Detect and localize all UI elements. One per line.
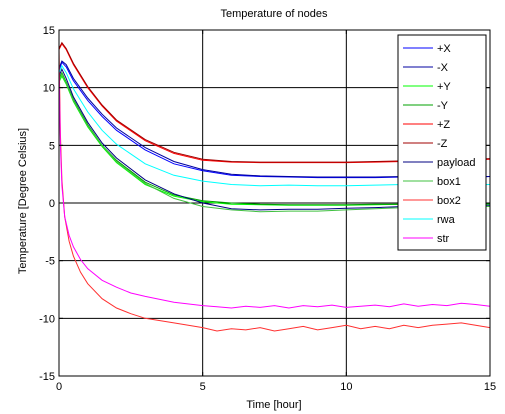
y-tick-label: 5 [49,140,55,152]
legend-label: +Z [437,119,450,131]
legend-label: +X [437,43,451,55]
x-axis-label: Time [hour] [246,399,301,411]
x-tick-label: 15 [484,381,496,393]
legend-label: -Z [437,138,448,150]
legend-label: rwa [437,214,456,226]
chart-title: Temperature of nodes [220,8,328,20]
y-tick-label: 0 [49,198,55,210]
y-tick-label: -15 [39,371,55,383]
series-line-8 [58,47,491,332]
y-tick-label: -10 [39,313,55,325]
legend-label: -Y [437,100,449,112]
legend-label: box1 [437,176,461,188]
legend-label: payload [437,157,476,169]
x-tick-label: 10 [340,381,352,393]
y-axis-label: Temperature [Degree Celsius] [17,128,29,274]
axis-ticks: 0 5 10 15 -15 -10 -5 0 5 10 15 [39,25,496,393]
y-tick-label: -5 [45,256,55,268]
x-tick-label: 0 [56,381,62,393]
y-tick-label: 10 [43,83,55,95]
legend: +X -X +Y -Y +Z -Z payload box1 box2 rwa str [397,34,487,251]
legend-label: str [437,233,450,245]
x-tick-label: 5 [200,381,206,393]
legend-label: box2 [437,195,461,207]
series-line-10 [58,64,491,309]
y-tick-label: 15 [43,25,55,37]
legend-label: -X [437,62,449,74]
legend-label: +Y [437,81,451,93]
